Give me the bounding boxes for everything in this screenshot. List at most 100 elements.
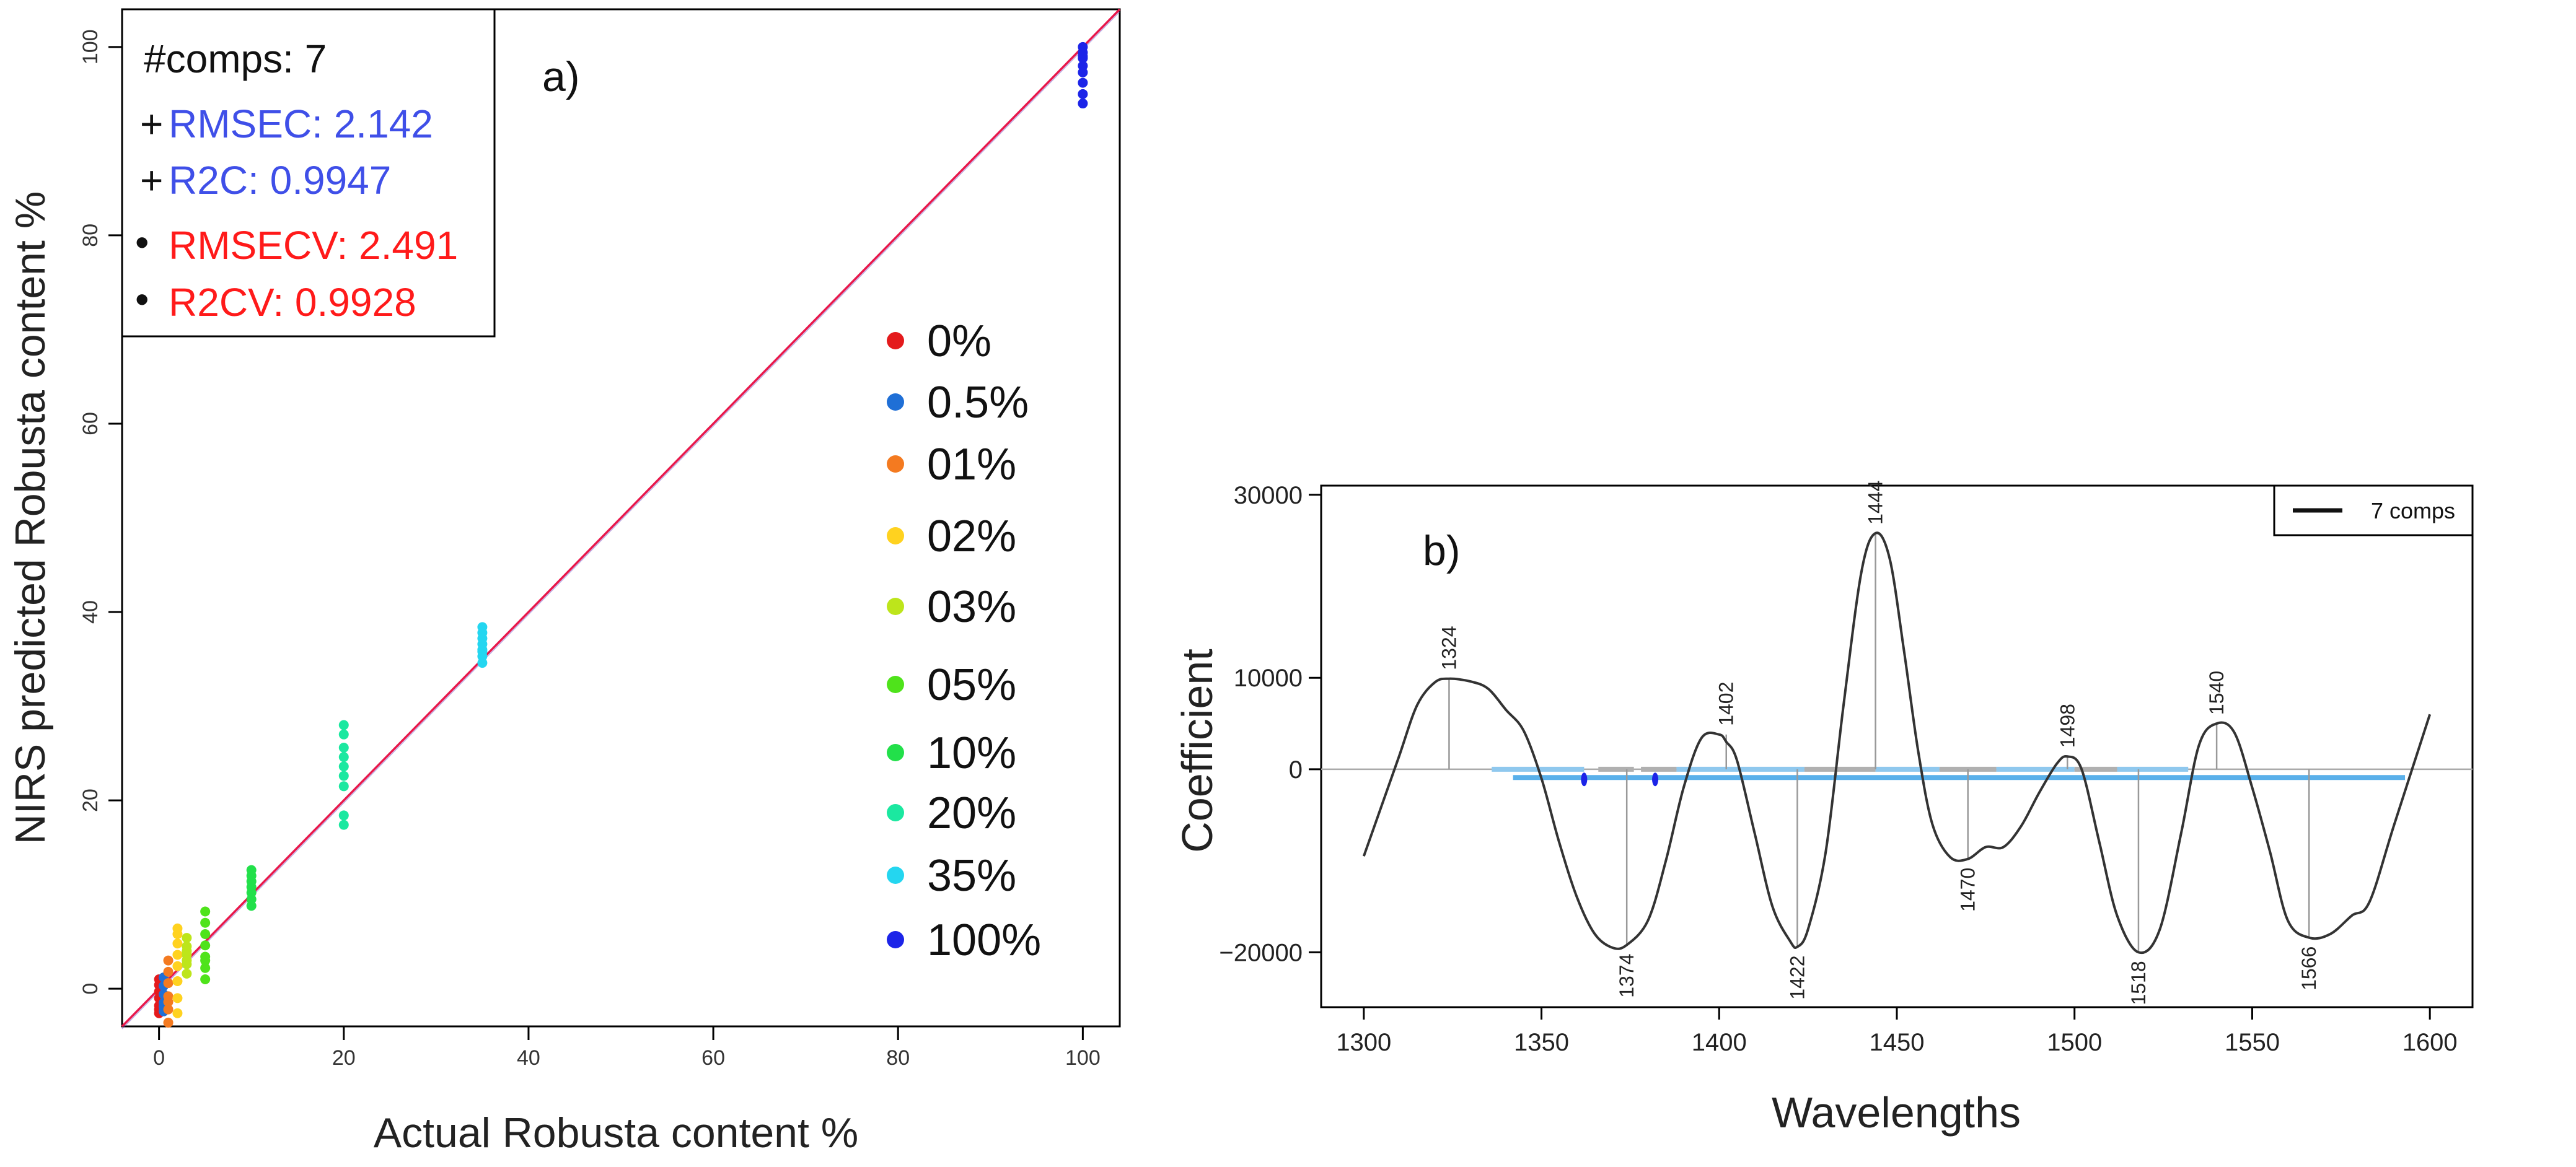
peak-label: 1324 xyxy=(1438,626,1460,670)
legend-a-marker xyxy=(887,598,904,615)
scatter-point xyxy=(163,1004,174,1015)
legend-a-marker xyxy=(887,676,904,693)
legend-a-marker xyxy=(887,804,904,821)
peak-label: 1374 xyxy=(1615,954,1638,998)
legend-a-label: 20% xyxy=(927,789,1016,838)
y-tick-label-b: −20000 xyxy=(1219,939,1303,966)
y-tick-label-a: 20 xyxy=(79,789,102,812)
scatter-point xyxy=(1078,98,1088,109)
x-tick-label-b: 1450 xyxy=(1870,1029,1925,1056)
scatter-point xyxy=(163,966,174,977)
scatter-point xyxy=(1078,42,1088,52)
stats-r2cv-prefix: • xyxy=(135,277,149,321)
scatter-point xyxy=(200,917,211,928)
scatter-point xyxy=(338,729,349,740)
plot-a: 0 20 40 60 80 100 0 20 40 60 80 100 #comps: 7 + RM… xyxy=(7,8,1121,1156)
scatter-point xyxy=(338,761,349,772)
legend-a-marker xyxy=(887,867,904,884)
panel-label-b: b) xyxy=(1423,527,1460,574)
x-tick-label-b: 1400 xyxy=(1692,1029,1747,1056)
x-tick-label-b: 1500 xyxy=(2047,1029,2102,1056)
x-tick-label-b: 1300 xyxy=(1336,1029,1391,1056)
stats-rmsec-prefix: + xyxy=(140,102,163,146)
legend-b-label: 7 comps xyxy=(2371,498,2455,523)
legend-a: 0% 0.5% 01% 02% 03% 05% 10% 20% 35% 100% xyxy=(887,317,1041,965)
peak-label: 1498 xyxy=(2056,704,2078,748)
legend-a-label: 10% xyxy=(927,728,1016,778)
scatter-point xyxy=(172,923,183,933)
x-tick-label-a: 60 xyxy=(701,1046,725,1070)
scatter-point xyxy=(182,955,192,966)
peak-label: 1518 xyxy=(2127,961,2150,1005)
scatter-point xyxy=(200,929,211,940)
scatter-point xyxy=(172,976,183,987)
y-tick-label-a: 100 xyxy=(79,29,102,64)
scatter-point xyxy=(163,955,174,966)
scatter-point xyxy=(182,946,192,956)
scatter-point xyxy=(163,978,174,989)
fit-line xyxy=(121,8,1121,1028)
legend-a-marker xyxy=(887,931,904,948)
legend-a-marker xyxy=(887,393,904,411)
stats-rmsecv: RMSECV: 2.491 xyxy=(169,223,458,268)
scatter-point xyxy=(172,1008,183,1018)
scatter-point xyxy=(1078,61,1088,71)
y-tick-label-b: 0 xyxy=(1289,756,1303,784)
legend-a-label: 03% xyxy=(927,582,1016,632)
legend-a-marker xyxy=(887,332,904,349)
scatter-point xyxy=(1078,77,1088,88)
scatter-point xyxy=(338,781,349,792)
scatter-point xyxy=(477,622,488,632)
scatter-point xyxy=(172,950,183,960)
y-tick-label-a: 60 xyxy=(79,412,102,435)
peak-label: 1402 xyxy=(1715,682,1738,726)
plot-b: −20000 0 10000 30000 1300 1350 1400 1450 1500 15… xyxy=(1173,481,2474,1137)
x-tick-label-a: 100 xyxy=(1065,1046,1101,1070)
plot-a-frame xyxy=(121,8,1121,1028)
y-tick-label-a: 40 xyxy=(79,600,102,624)
scatter-point xyxy=(200,974,211,984)
scatter-point xyxy=(163,997,174,1007)
legend-b: 7 comps xyxy=(2273,484,2474,536)
scatter-point xyxy=(172,961,183,971)
x-axis-label-b: Wavelengths xyxy=(1772,1088,2021,1137)
legend-a-label: 100% xyxy=(927,916,1041,965)
peak-label: 1422 xyxy=(1786,956,1808,1000)
legend-a-label: 0.5% xyxy=(927,378,1029,427)
scatter-point xyxy=(163,1017,174,1028)
plot-b-frame xyxy=(1320,484,2474,1008)
scatter-point xyxy=(338,771,349,781)
peak-label: 1470 xyxy=(1957,868,1979,912)
legend-a-marker xyxy=(887,744,904,761)
stats-rmsec: RMSEC: 2.142 xyxy=(169,102,433,146)
stats-box xyxy=(121,8,496,338)
legend-a-label: 0% xyxy=(927,317,991,366)
scatter-point xyxy=(200,906,211,917)
y-axis-label-b: Coefficient xyxy=(1173,649,1221,852)
stats-r2cv: R2CV: 0.9928 xyxy=(169,280,416,325)
stats-r2c-prefix: + xyxy=(140,158,163,203)
scatter-point xyxy=(172,993,183,1003)
legend-a-marker xyxy=(887,527,904,544)
stats-r2c: R2C: 0.9947 xyxy=(169,158,391,203)
panel-label-a: a) xyxy=(542,53,579,100)
scatter-point xyxy=(338,820,349,830)
interval-mark xyxy=(1652,772,1659,787)
scatter-point xyxy=(338,810,349,821)
x-tick-label-b: 1600 xyxy=(2402,1029,2458,1056)
x-tick-label-b: 1550 xyxy=(2225,1029,2280,1056)
y-tick-label-a: 80 xyxy=(79,224,102,247)
x-tick-label-a: 0 xyxy=(153,1046,165,1070)
legend-a-marker xyxy=(887,455,904,473)
legend-a-label: 02% xyxy=(927,512,1016,561)
fit-line-secondary xyxy=(121,11,1120,1029)
x-tick-label-a: 20 xyxy=(332,1046,356,1070)
legend-a-label: 05% xyxy=(927,660,1016,710)
coefficient-line-7-comps xyxy=(1362,531,2432,955)
x-tick-label-a: 40 xyxy=(517,1046,540,1070)
legend-a-label: 01% xyxy=(927,440,1016,489)
scatter-point xyxy=(200,955,211,966)
scatter-point xyxy=(182,968,192,979)
scatter-point xyxy=(182,933,192,943)
scatter-point xyxy=(477,646,488,657)
